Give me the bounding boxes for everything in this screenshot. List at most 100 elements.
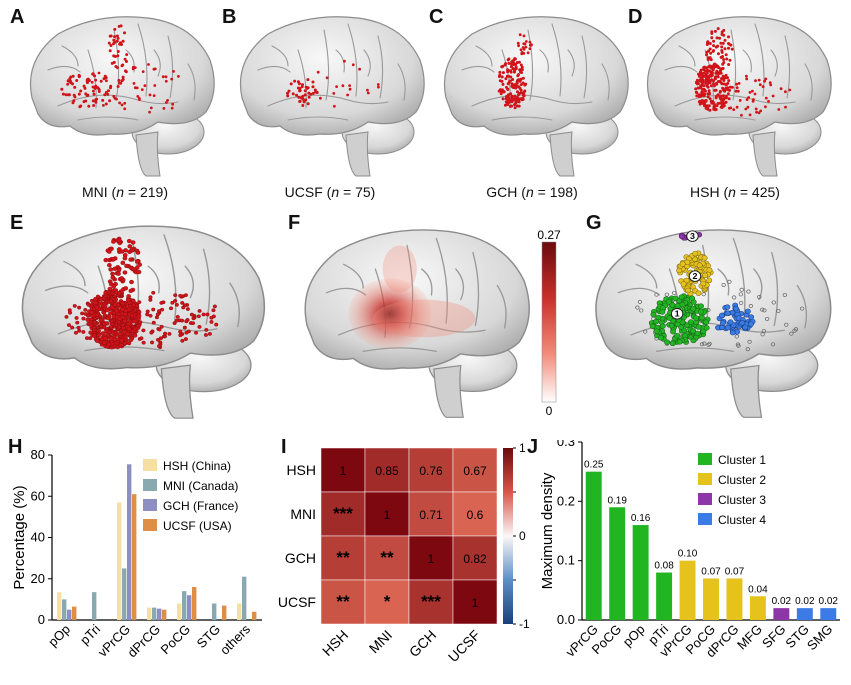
electrode-dot bbox=[700, 93, 703, 97]
col-label: UCSF bbox=[445, 627, 483, 665]
heatmap-cell-label: 1 bbox=[340, 464, 347, 478]
cluster1-dot bbox=[669, 340, 676, 347]
cluster-marker bbox=[670, 308, 684, 320]
electrode-dot bbox=[138, 98, 141, 101]
electrode-dot bbox=[119, 41, 122, 45]
electrode-dot bbox=[769, 83, 773, 87]
brain-stem bbox=[345, 131, 371, 177]
electrode-dot bbox=[708, 91, 711, 95]
electrode-dot bbox=[731, 86, 734, 89]
electrode-dot bbox=[75, 79, 79, 82]
electrode-dot bbox=[707, 89, 711, 93]
brain-image-all-electrodes bbox=[21, 225, 266, 419]
electrode-dot bbox=[297, 95, 301, 99]
electrode-dot bbox=[291, 92, 295, 96]
electrode-dot bbox=[111, 239, 116, 244]
electrode-dot bbox=[720, 45, 724, 49]
unclustered-dot bbox=[721, 283, 726, 288]
electrode-dot bbox=[116, 85, 120, 88]
unclustered-dot bbox=[757, 295, 762, 300]
y-tick-label: 60 bbox=[31, 488, 45, 503]
electrode-dot bbox=[520, 52, 524, 56]
heatmap-cell bbox=[320, 491, 366, 537]
electrode-dot bbox=[159, 301, 164, 305]
electrode-dot bbox=[729, 106, 733, 110]
electrode-dot bbox=[311, 85, 315, 89]
electrode-dot bbox=[502, 90, 506, 94]
electrode-dot bbox=[697, 72, 700, 76]
electrode-dot bbox=[703, 69, 707, 73]
y-tick-label: 0.0 bbox=[557, 612, 575, 627]
heatmap-cell-label: 0.82 bbox=[463, 552, 487, 566]
heatmap-cell-label: 0.85 bbox=[375, 464, 399, 478]
electrode-dot bbox=[168, 306, 174, 311]
electrode-dot bbox=[740, 113, 743, 117]
electrode-dot bbox=[132, 333, 138, 338]
brain-shape: 1 2 3 bbox=[595, 229, 832, 418]
electrode-dot bbox=[718, 89, 722, 93]
electrode-dot bbox=[183, 337, 188, 341]
cluster-marker bbox=[686, 230, 699, 242]
row-label: UCSF bbox=[278, 594, 316, 610]
electrode-dot bbox=[511, 83, 515, 87]
cluster4-dot bbox=[719, 324, 726, 331]
bar bbox=[62, 599, 67, 620]
electrode-dot bbox=[117, 238, 122, 243]
electrode-dot bbox=[85, 78, 89, 82]
electrode-dot bbox=[110, 271, 115, 276]
bar bbox=[177, 603, 182, 620]
electrode-dot bbox=[521, 46, 525, 49]
electrode-dot bbox=[734, 89, 738, 93]
electrode-dot bbox=[738, 99, 742, 102]
electrode-dot bbox=[87, 104, 91, 108]
electrode-dot bbox=[211, 314, 216, 319]
electrode-dot bbox=[101, 98, 105, 102]
electrode-dot bbox=[189, 312, 194, 317]
cluster4-dot bbox=[724, 304, 731, 310]
legend-label: Cluster 4 bbox=[718, 513, 766, 527]
density-blob bbox=[372, 299, 476, 338]
electrode-dot bbox=[165, 101, 168, 104]
brain-shape bbox=[21, 225, 266, 419]
electrode-dot bbox=[72, 304, 77, 308]
cluster1-dot bbox=[676, 339, 683, 345]
legend-label: UCSF (USA) bbox=[163, 519, 232, 533]
electrode-dot bbox=[98, 318, 104, 323]
electrode-dot bbox=[97, 71, 101, 75]
cluster1-dot bbox=[678, 294, 685, 300]
electrode-dot bbox=[89, 298, 95, 303]
legend-label: Cluster 2 bbox=[718, 473, 766, 487]
y-tick-label: 0.2 bbox=[557, 493, 575, 508]
electrode-dot bbox=[716, 75, 720, 79]
bar bbox=[820, 608, 837, 620]
electrode-dot bbox=[108, 311, 113, 316]
electrode-dot bbox=[73, 85, 77, 89]
electrode-dot bbox=[516, 74, 520, 78]
electrode-dot bbox=[197, 309, 202, 313]
electrode-dot bbox=[115, 34, 119, 38]
electrode-dot bbox=[131, 65, 135, 69]
sulcus bbox=[363, 49, 371, 77]
electrode-dot bbox=[519, 91, 523, 95]
electrode-dot bbox=[125, 297, 131, 302]
electrode-dot bbox=[348, 87, 352, 91]
electrode-dot bbox=[110, 275, 116, 280]
sulcus bbox=[147, 265, 160, 294]
electrode-dot bbox=[109, 325, 114, 329]
electrode-dot bbox=[177, 75, 180, 78]
electrode-dot bbox=[75, 320, 80, 325]
electrode-dot bbox=[376, 83, 380, 86]
electrode-dot bbox=[145, 309, 150, 314]
electrode-dot bbox=[706, 82, 710, 86]
electrode-dot bbox=[504, 77, 508, 81]
electrode-dot bbox=[764, 105, 767, 109]
electrode-dot bbox=[286, 91, 289, 95]
bar bbox=[117, 502, 122, 620]
electrode-dot bbox=[136, 323, 141, 328]
electrode-dot bbox=[713, 76, 717, 80]
electrode-dot bbox=[116, 302, 121, 307]
value-label: 0.07 bbox=[701, 566, 721, 577]
electrode-dot bbox=[125, 331, 131, 337]
cluster-marker-label: 2 bbox=[693, 271, 698, 281]
